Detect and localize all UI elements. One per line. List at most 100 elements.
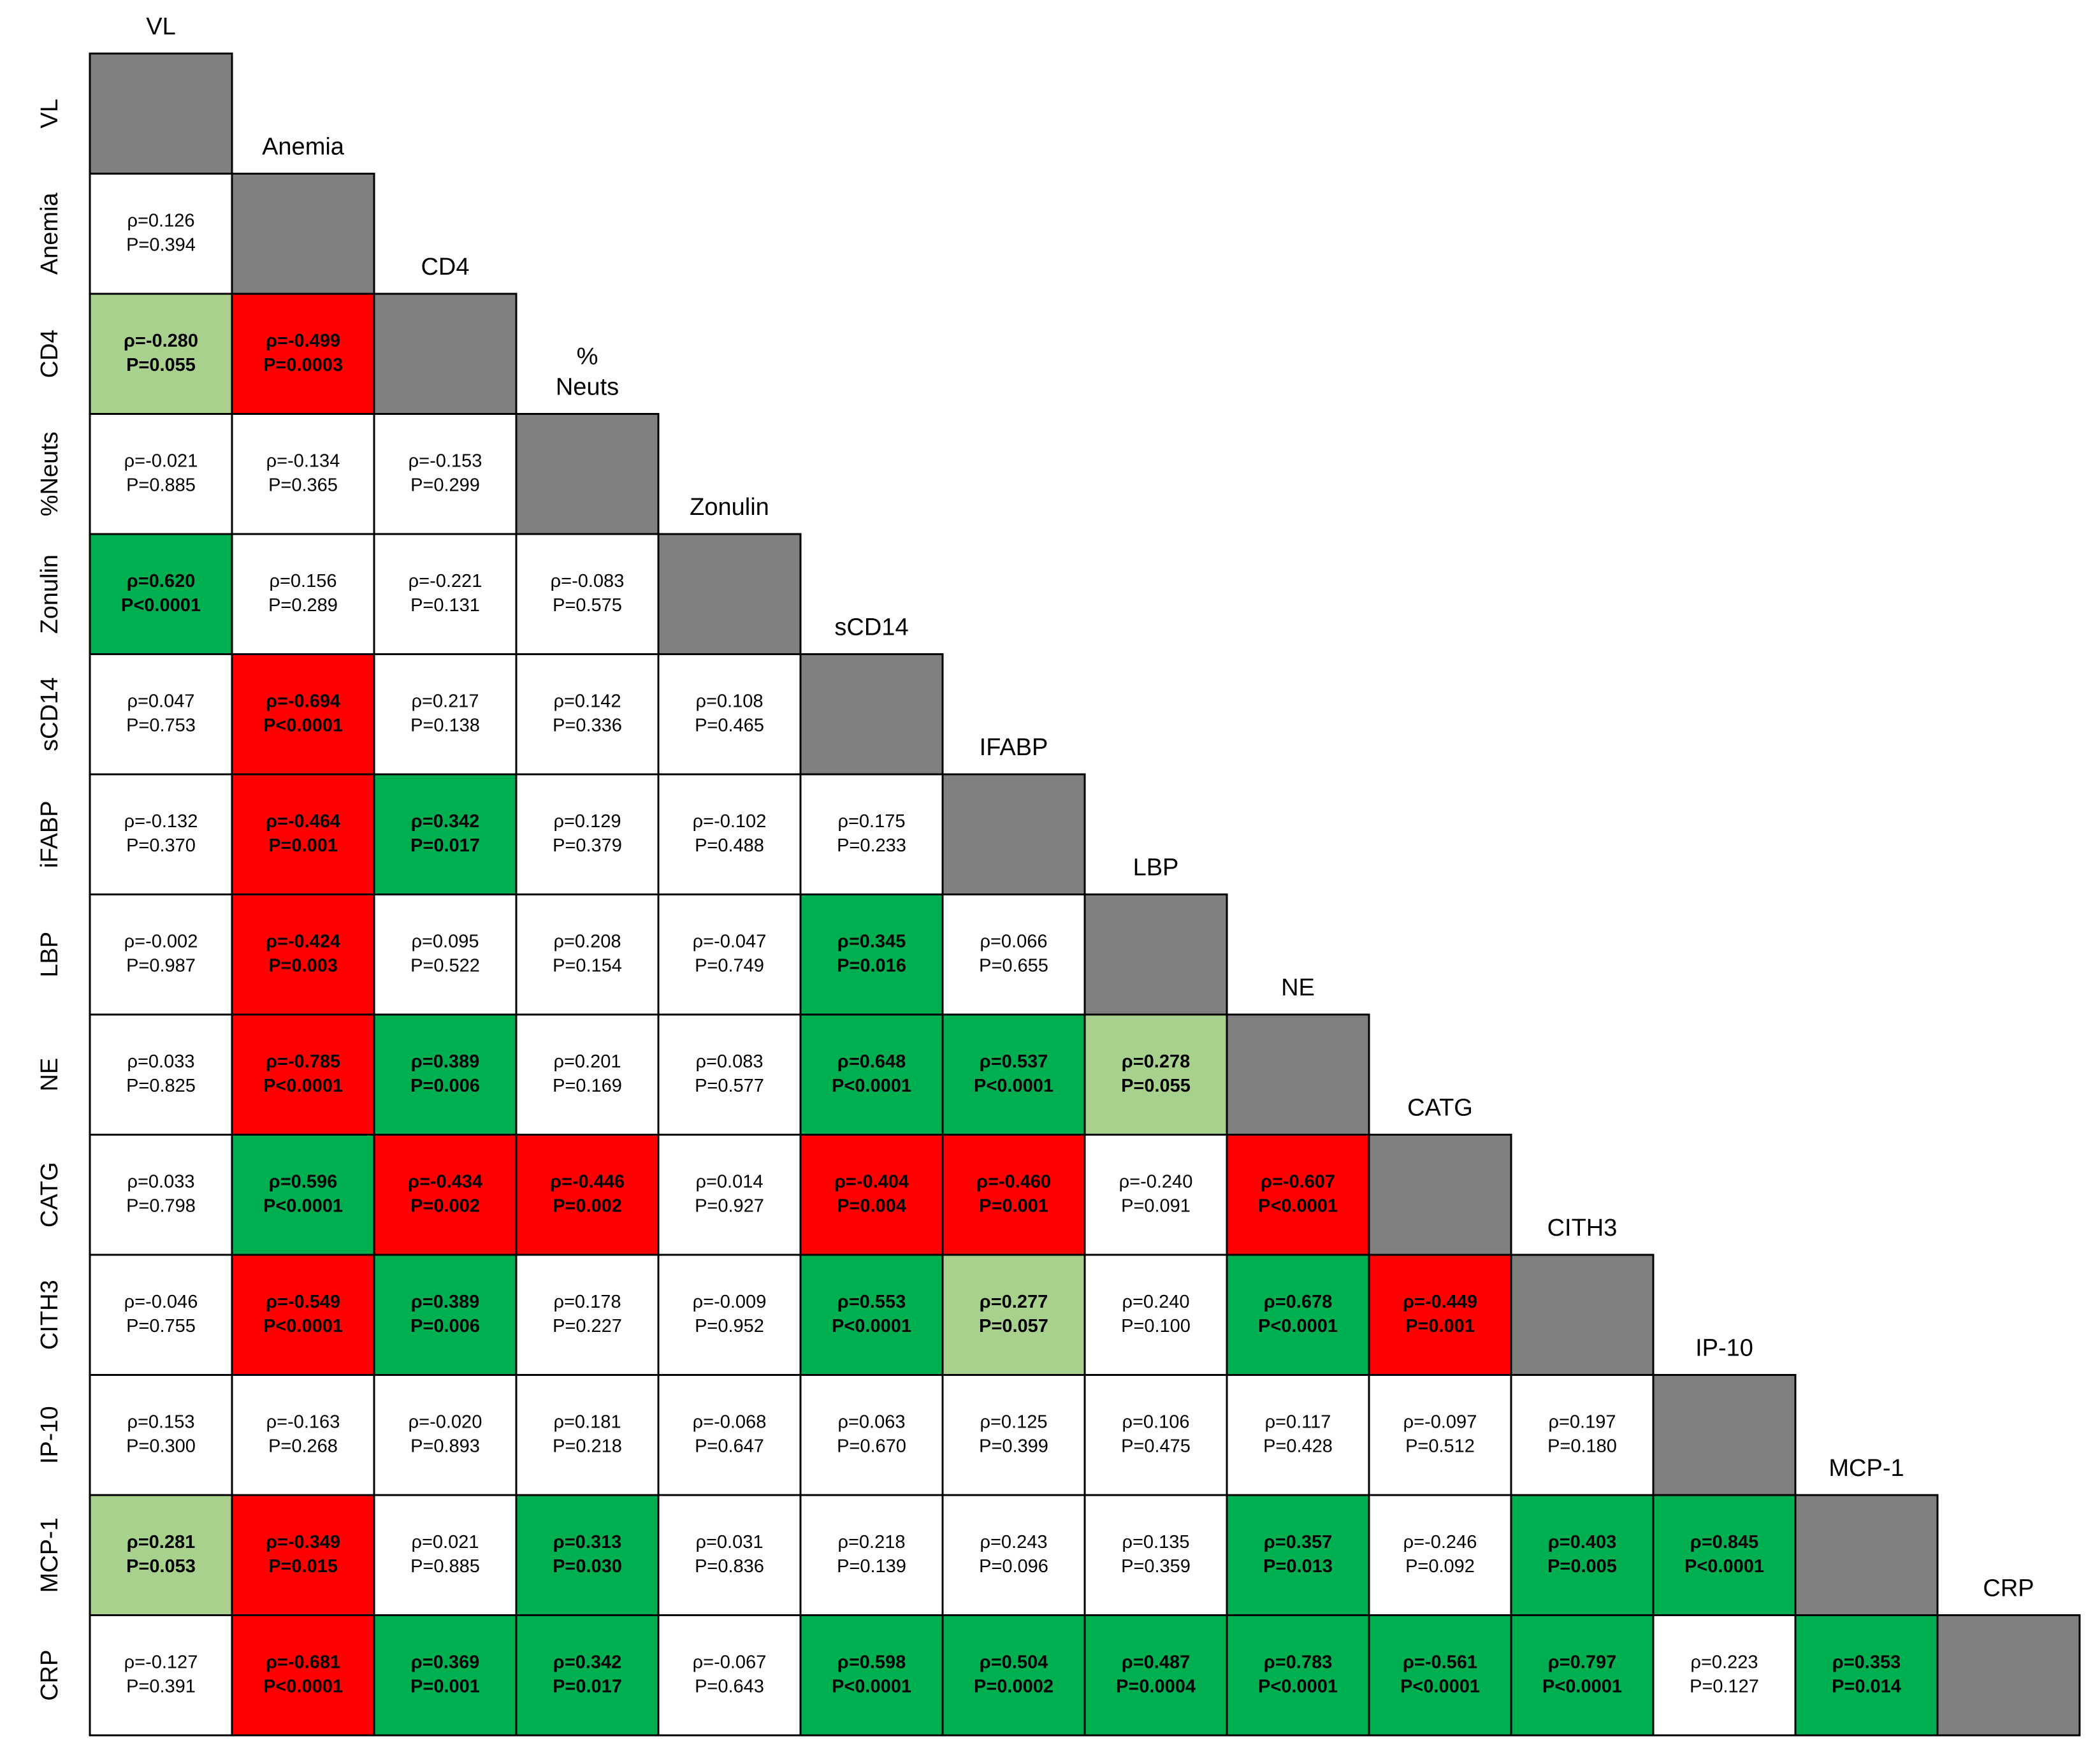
column-label: Zonulin bbox=[690, 494, 769, 521]
p-text: P=0.053 bbox=[126, 1556, 196, 1577]
cell bbox=[373, 1374, 518, 1496]
rho-text: ρ=-0.002 bbox=[124, 931, 198, 951]
rho-text: ρ=-0.349 bbox=[266, 1532, 340, 1552]
rho-text: ρ=-0.127 bbox=[124, 1652, 198, 1672]
rho-text: ρ=0.598 bbox=[837, 1652, 906, 1672]
rho-text: ρ=0.281 bbox=[127, 1532, 195, 1552]
row-label: CRP bbox=[36, 1650, 63, 1701]
rho-text: ρ=0.342 bbox=[553, 1652, 621, 1672]
p-text: P=0.391 bbox=[126, 1676, 196, 1696]
cell bbox=[799, 1614, 944, 1737]
rho-text: ρ=0.021 bbox=[411, 1532, 479, 1552]
p-text: P=0.014 bbox=[1832, 1676, 1901, 1696]
cell bbox=[515, 1614, 660, 1737]
p-text: P<0.0001 bbox=[1258, 1676, 1338, 1696]
cell bbox=[515, 1134, 660, 1256]
cell bbox=[515, 773, 660, 895]
cell bbox=[799, 1134, 944, 1256]
rho-text: ρ=0.277 bbox=[980, 1292, 1048, 1312]
column-label: Neuts bbox=[556, 374, 619, 401]
p-text: P<0.0001 bbox=[1400, 1676, 1480, 1696]
rho-text: ρ=-0.785 bbox=[266, 1052, 340, 1072]
p-text: P=0.365 bbox=[268, 475, 338, 495]
column-label: IFABP bbox=[980, 734, 1048, 761]
rho-text: ρ=0.047 bbox=[127, 691, 194, 711]
cell bbox=[1368, 1254, 1512, 1376]
cell bbox=[1368, 1494, 1512, 1616]
p-text: P=0.057 bbox=[979, 1316, 1048, 1336]
cell bbox=[1083, 1254, 1228, 1376]
cell bbox=[799, 1013, 944, 1136]
p-text: P=0.092 bbox=[1405, 1556, 1475, 1577]
row-label: CITH3 bbox=[36, 1280, 63, 1350]
rho-text: ρ=0.181 bbox=[553, 1412, 621, 1432]
rho-text: ρ=0.648 bbox=[837, 1052, 906, 1072]
p-text: P=0.030 bbox=[553, 1556, 622, 1577]
cell bbox=[941, 1134, 1086, 1256]
diagonal-cell bbox=[373, 293, 518, 415]
row-label: Anemia bbox=[36, 192, 63, 275]
p-text: P=0.488 bbox=[695, 835, 764, 856]
cell bbox=[515, 1494, 660, 1616]
column-label: % bbox=[577, 343, 598, 370]
cell bbox=[515, 1374, 660, 1496]
cell bbox=[657, 893, 802, 1016]
cell bbox=[1368, 1614, 1512, 1737]
p-text: P=0.006 bbox=[410, 1316, 480, 1336]
rho-text: ρ=-0.046 bbox=[124, 1292, 198, 1312]
p-text: P=0.005 bbox=[1547, 1556, 1617, 1577]
p-text: P=0.670 bbox=[837, 1436, 906, 1456]
p-text: P=0.428 bbox=[1263, 1436, 1333, 1456]
rho-text: ρ=0.357 bbox=[1264, 1532, 1332, 1552]
cell bbox=[89, 1134, 233, 1256]
rho-text: ρ=0.142 bbox=[553, 691, 621, 711]
rho-text: ρ=0.596 bbox=[269, 1171, 337, 1192]
p-text: P=0.655 bbox=[979, 955, 1048, 976]
diagonal-cell bbox=[941, 773, 1086, 895]
rho-text: ρ=0.033 bbox=[127, 1052, 194, 1072]
column-label: VL bbox=[146, 13, 175, 40]
p-text: P=0.218 bbox=[553, 1436, 622, 1456]
p-text: P=0.952 bbox=[695, 1316, 764, 1336]
cell bbox=[231, 773, 375, 895]
cell bbox=[231, 293, 375, 415]
p-text: P=0.359 bbox=[1121, 1556, 1191, 1577]
p-text: P=0.233 bbox=[837, 835, 906, 856]
p-text: P=0.336 bbox=[553, 715, 622, 735]
p-text: P=0.096 bbox=[979, 1556, 1048, 1577]
p-text: P=0.475 bbox=[1121, 1436, 1191, 1456]
cell bbox=[1368, 1374, 1512, 1496]
cell bbox=[373, 1134, 518, 1256]
cell bbox=[231, 1614, 375, 1737]
rho-text: ρ=0.487 bbox=[1122, 1652, 1190, 1672]
cell bbox=[1083, 1494, 1228, 1616]
rho-text: ρ=0.313 bbox=[553, 1532, 621, 1552]
p-text: P<0.0001 bbox=[1684, 1556, 1764, 1577]
p-text: P=0.013 bbox=[1263, 1556, 1333, 1577]
row-label: LBP bbox=[36, 932, 63, 978]
rho-text: ρ=0.278 bbox=[1122, 1052, 1190, 1072]
rho-text: ρ=0.201 bbox=[553, 1052, 621, 1072]
column-label: LBP bbox=[1133, 855, 1179, 881]
rho-text: ρ=0.504 bbox=[980, 1652, 1048, 1672]
rho-text: ρ=0.342 bbox=[411, 811, 479, 832]
p-text: P=0.139 bbox=[837, 1556, 906, 1577]
rho-text: ρ=-0.068 bbox=[693, 1412, 767, 1432]
cell bbox=[657, 1134, 802, 1256]
rho-text: ρ=0.537 bbox=[980, 1052, 1048, 1072]
cell bbox=[89, 1374, 233, 1496]
cell bbox=[941, 1254, 1086, 1376]
p-text: P=0.575 bbox=[553, 595, 622, 616]
p-text: P=0.0004 bbox=[1116, 1676, 1196, 1696]
rho-text: ρ=-0.153 bbox=[409, 451, 482, 471]
cell bbox=[515, 653, 660, 776]
rho-text: ρ=0.125 bbox=[980, 1412, 1047, 1432]
p-text: P=0.465 bbox=[695, 715, 764, 735]
rho-text: ρ=-0.694 bbox=[266, 691, 340, 711]
rho-text: ρ=0.031 bbox=[695, 1532, 763, 1552]
rho-text: ρ=0.063 bbox=[837, 1412, 905, 1432]
cell bbox=[941, 1013, 1086, 1136]
p-text: P=0.138 bbox=[410, 715, 480, 735]
rho-text: ρ=0.845 bbox=[1690, 1532, 1758, 1552]
rho-text: ρ=0.369 bbox=[411, 1652, 479, 1672]
